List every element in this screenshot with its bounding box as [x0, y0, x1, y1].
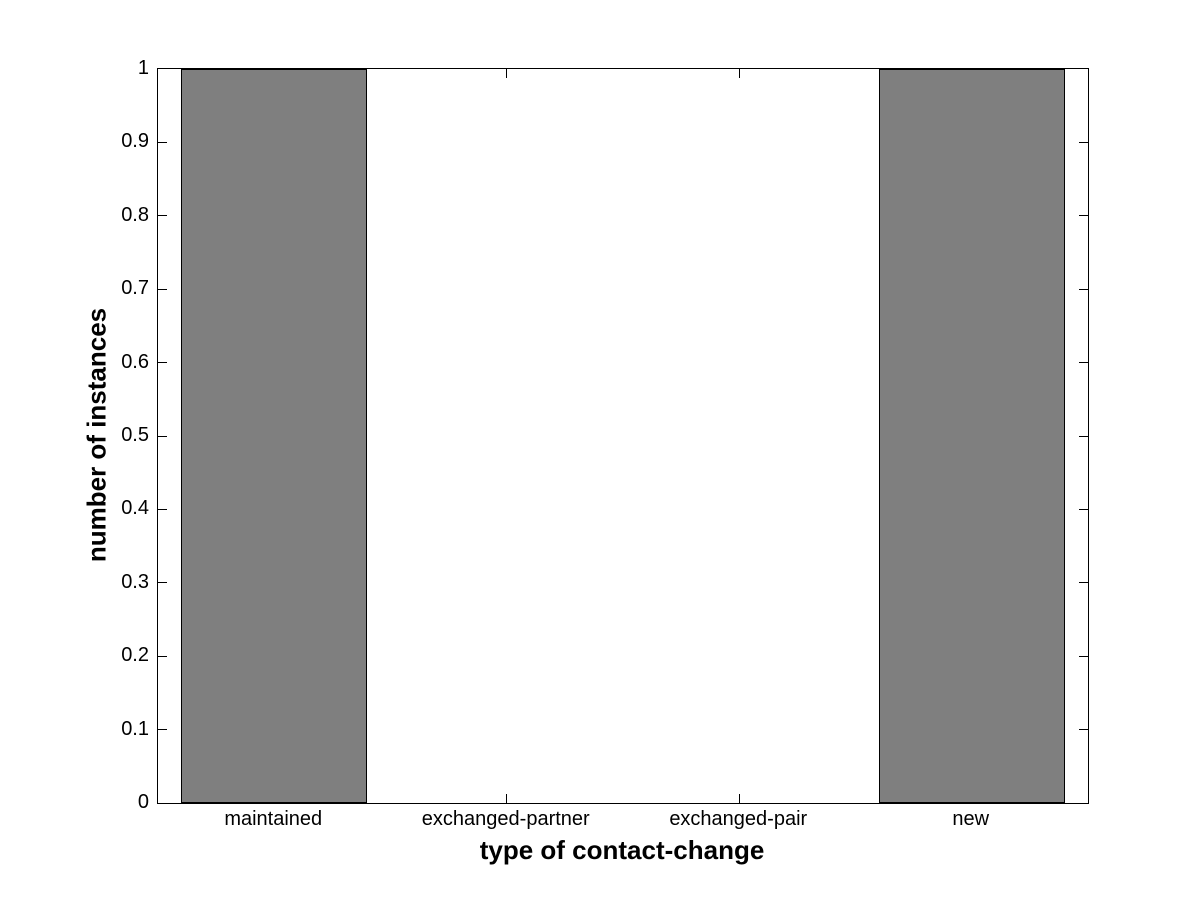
y-tick-mark-right [1079, 655, 1088, 657]
y-tick-mark-left [158, 288, 167, 290]
x-tick-mark-top [738, 69, 740, 78]
y-tick-label: 0 [137, 791, 149, 813]
x-tick-mark-top [506, 69, 508, 78]
x-tick-label: maintained [224, 808, 323, 830]
y-tick-mark-left [158, 435, 167, 437]
y-tick-mark-right [1079, 215, 1088, 217]
y-tick-mark-left [158, 141, 167, 143]
bar [878, 69, 1065, 803]
y-tick-label: 0.5 [121, 424, 149, 446]
y-tick-label: 0.9 [121, 130, 149, 153]
x-tick-mark-bottom [506, 794, 508, 803]
y-tick-mark-left [158, 508, 167, 510]
plot-area [157, 68, 1089, 804]
y-tick-mark-left [158, 362, 167, 364]
y-tick-mark-left [158, 582, 167, 584]
y-tick-mark-left [158, 729, 167, 731]
y-tick-mark-right [1079, 508, 1088, 510]
y-tick-mark-right [1079, 435, 1088, 437]
y-tick-label: 0.7 [121, 277, 149, 300]
y-tick-mark-left [158, 655, 167, 657]
y-tick-label: 0.4 [121, 497, 149, 520]
y-tick-mark-right [1079, 288, 1088, 290]
y-tick-mark-right [1079, 362, 1088, 364]
y-tick-mark-right [1079, 141, 1088, 143]
y-tick-mark-left [158, 215, 167, 217]
y-tick-label: 0.8 [121, 203, 149, 226]
x-tick-label: exchanged-partner [421, 808, 590, 830]
y-tick-mark-right [1079, 582, 1088, 584]
x-tick-mark-bottom [738, 794, 740, 803]
y-tick-mark-right [1079, 729, 1088, 731]
x-tick-label: new [952, 808, 990, 830]
x-tick-label: exchanged-pair [669, 808, 808, 830]
y-tick-label: 1 [137, 57, 149, 79]
bar [181, 69, 368, 803]
x-axis-label: type of contact-change [479, 835, 765, 865]
y-tick-label: 0.3 [121, 570, 149, 593]
y-tick-label: 0.6 [121, 350, 149, 373]
y-tick-label: 0.1 [121, 717, 149, 740]
y-tick-label: 0.2 [121, 644, 149, 667]
